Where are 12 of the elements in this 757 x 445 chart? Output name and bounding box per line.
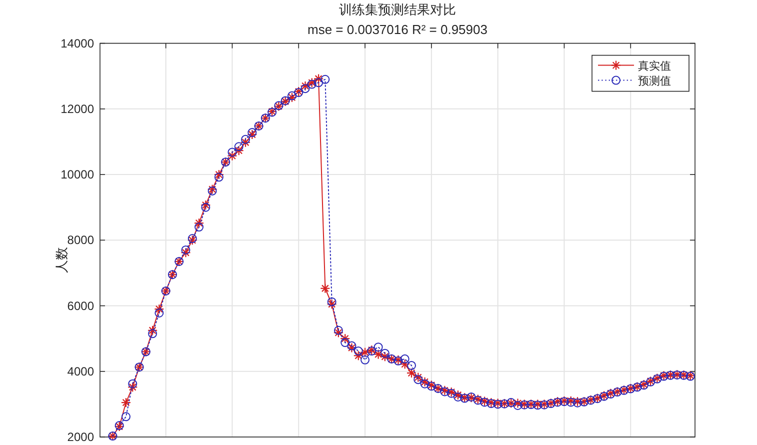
y-tick-label: 6000	[67, 298, 94, 313]
chart-title: 训练集预测结果对比	[339, 2, 456, 17]
y-tick-label: 4000	[67, 364, 94, 378]
y-axis-title: 人数	[54, 247, 69, 274]
y-tick-label: 12000	[60, 102, 94, 116]
legend-label: 真实值	[638, 59, 671, 72]
y-tick-label: 10000	[60, 168, 94, 182]
chart-subtitle: mse = 0.0037016 R² = 0.95903	[308, 22, 488, 37]
y-tick-label: 2000	[67, 430, 94, 444]
y-tick-label: 8000	[67, 233, 94, 248]
y-tick-label: 14000	[60, 36, 94, 50]
legend-label: 预测值	[638, 75, 671, 88]
